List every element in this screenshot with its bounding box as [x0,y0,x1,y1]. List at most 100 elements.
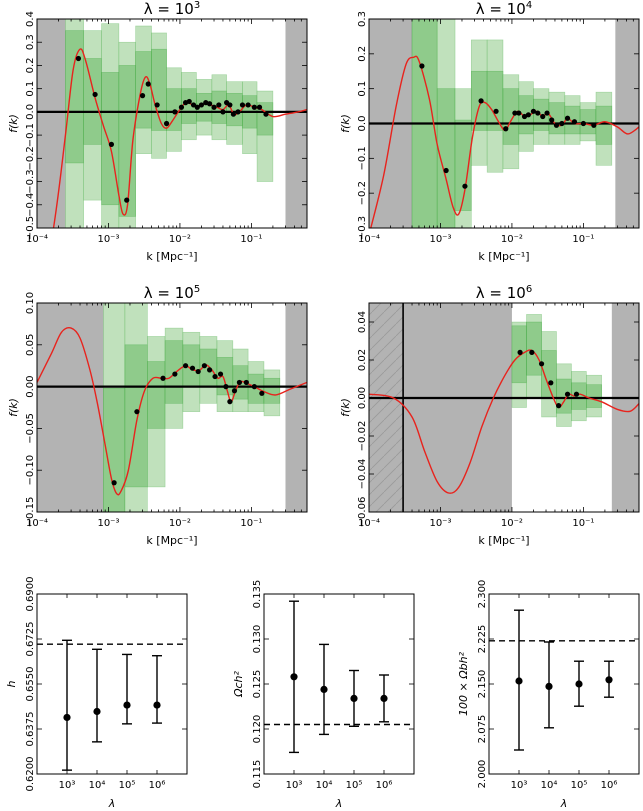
y-tick-label: −0.1 [357,146,368,170]
y-tick-label: −0.3 [357,216,368,240]
y-tick-label: −0.1 [25,123,36,147]
data-point [154,102,160,108]
x-tick-label: 10⁴ [541,780,558,791]
param-point [545,682,553,691]
param-panel-2: 10³ 10⁴ 10⁵ 10⁶ 0.115 0.120 0.125 0.130 0.135 λ Ωc… [232,580,415,810]
y-tick-label: 0.135 [252,580,263,609]
data-point [559,120,565,127]
panel-title: λ = 104 [476,0,532,18]
x-tick-label: 10³ [286,780,303,791]
masked-region [37,19,66,228]
x-tick-label: 10⁵ [571,780,588,791]
data-point [206,367,213,373]
y-axis-label: h [5,680,18,687]
y-tick-label: 0.125 [252,670,263,699]
data-point [172,371,178,377]
x-tick-label: 10⁶ [376,780,393,791]
x-tick-label: 10⁻² [501,234,523,245]
data-point [198,102,205,108]
data-point [517,349,523,355]
band-68 [147,361,166,429]
param-point [93,707,101,716]
data-point [111,480,117,486]
y-tick-label: 0.05 [25,334,36,356]
hatched-region [369,303,404,512]
band-68 [101,72,120,206]
data-point [538,361,545,367]
data-point [212,373,218,380]
band-68 [65,30,84,164]
x-tick-label: 10⁻³ [429,234,451,245]
data-point [564,391,571,397]
data-point [236,379,243,386]
x-tick-label: 10³ [511,780,528,791]
y-tick-label: −0.05 [25,413,36,444]
x-tick-label: 10⁶ [601,780,618,791]
x-tick-label: 10⁻¹ [572,234,594,245]
band-68 [586,384,602,408]
plot-frame [36,302,308,513]
y-axis-label: f(k) [7,114,20,133]
y-tick-label: −0.10 [25,455,36,486]
masked-region [37,303,104,512]
band-68 [256,102,274,136]
data-point [544,110,550,116]
data-point [108,141,115,147]
data-point [553,122,560,128]
x-tick-label: 10⁻⁴ [26,234,48,245]
data-point [503,126,509,132]
x-tick-label: 10⁴ [89,780,106,791]
data-point [580,120,586,127]
data-point [230,111,236,117]
data-point [525,112,531,118]
band-68 [526,321,542,376]
data-point [223,384,229,390]
data-point [256,104,263,110]
data-point [163,120,170,127]
y-tick-label: 0.130 [252,625,263,654]
y-tick-label: −0.4 [25,193,36,217]
x-axis-label: λ [560,797,568,810]
data-point [172,109,178,115]
data-point [92,91,98,98]
y-tick-label: 0.6375 [25,712,36,747]
data-point [535,110,541,116]
y-tick-label: 2.150 [477,670,488,699]
param-point [515,677,523,685]
panel-title: λ = 103 [144,0,200,18]
data-point [443,167,449,174]
x-tick-label: 10⁵ [119,780,136,791]
data-point [478,98,484,104]
data-point [512,110,518,116]
y-tick-label: −0.06 [357,497,368,528]
param-point [153,701,161,709]
data-point [201,363,207,369]
x-tick-label: 10⁻² [169,234,191,245]
y-tick-label: 0.0 [25,104,36,120]
data-point [211,104,217,110]
y-tick-label: 0.00 [357,387,368,409]
data-point [419,63,425,69]
x-axis-label: λ [335,797,343,810]
y-tick-label: 0.02 [357,349,368,371]
y-tick-label: 0.6200 [25,757,36,792]
panel-title: λ = 105 [144,284,200,302]
band-68 [486,70,504,131]
x-axis-label: k [Mpc⁻¹] [478,534,529,547]
y-tick-label: −0.3 [25,169,36,193]
band-68 [135,51,152,129]
y-axis-label: f(k) [339,398,352,417]
y-tick-label: 2.075 [477,715,488,744]
data-point [259,390,265,396]
y-axis-label: f(k) [7,398,20,417]
param-point [380,694,388,703]
param-point [320,685,328,694]
x-tick-label: 10⁻¹ [572,518,594,529]
y-tick-label: −0.15 [25,497,36,528]
plot-frame [368,302,640,513]
y-tick-label: 0.6900 [25,577,36,612]
data-point [564,115,571,121]
y-tick-label: −0.5 [25,216,36,240]
panel-title: λ = 106 [476,284,532,302]
